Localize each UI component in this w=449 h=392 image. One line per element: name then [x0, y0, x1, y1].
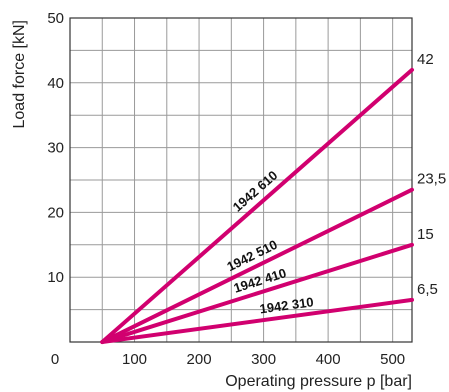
- series-label-group: 1942 310: [259, 294, 315, 316]
- series-end-label: 42: [417, 51, 434, 68]
- grid: [70, 18, 412, 342]
- x-tick-label: 400: [316, 351, 341, 368]
- x-tick-label: 200: [187, 351, 212, 368]
- y-tick-label: 20: [47, 204, 64, 221]
- x-tick-label: 100: [122, 351, 147, 368]
- x-tick-label: 500: [380, 351, 405, 368]
- tick-labels: 0 100 200 300 400 500 10 20 30 40 50: [47, 10, 405, 368]
- series-line: [100, 297, 414, 344]
- y-tick-label: 50: [47, 10, 64, 27]
- series-label: 1942 310: [259, 294, 315, 316]
- series-end-label: 15: [417, 226, 434, 243]
- y-tick-label: 10: [47, 269, 64, 286]
- axes: [69, 17, 413, 343]
- y-tick-label: 40: [47, 75, 64, 92]
- y-axis-title: Load force [kN]: [11, 20, 28, 129]
- series-lines: [100, 67, 414, 344]
- plot-frame: [69, 17, 413, 343]
- x-tick-label: 300: [251, 351, 276, 368]
- x-axis-title: Operating pressure p [bar]: [225, 373, 412, 390]
- y-tick-label: 30: [47, 140, 64, 157]
- series-line: [100, 187, 414, 344]
- series-end-label: 6,5: [417, 281, 438, 298]
- x-tick-label: 0: [51, 351, 59, 368]
- series-line: [100, 67, 414, 344]
- series-end-label: 23,5: [417, 171, 446, 188]
- series-line: [100, 242, 414, 344]
